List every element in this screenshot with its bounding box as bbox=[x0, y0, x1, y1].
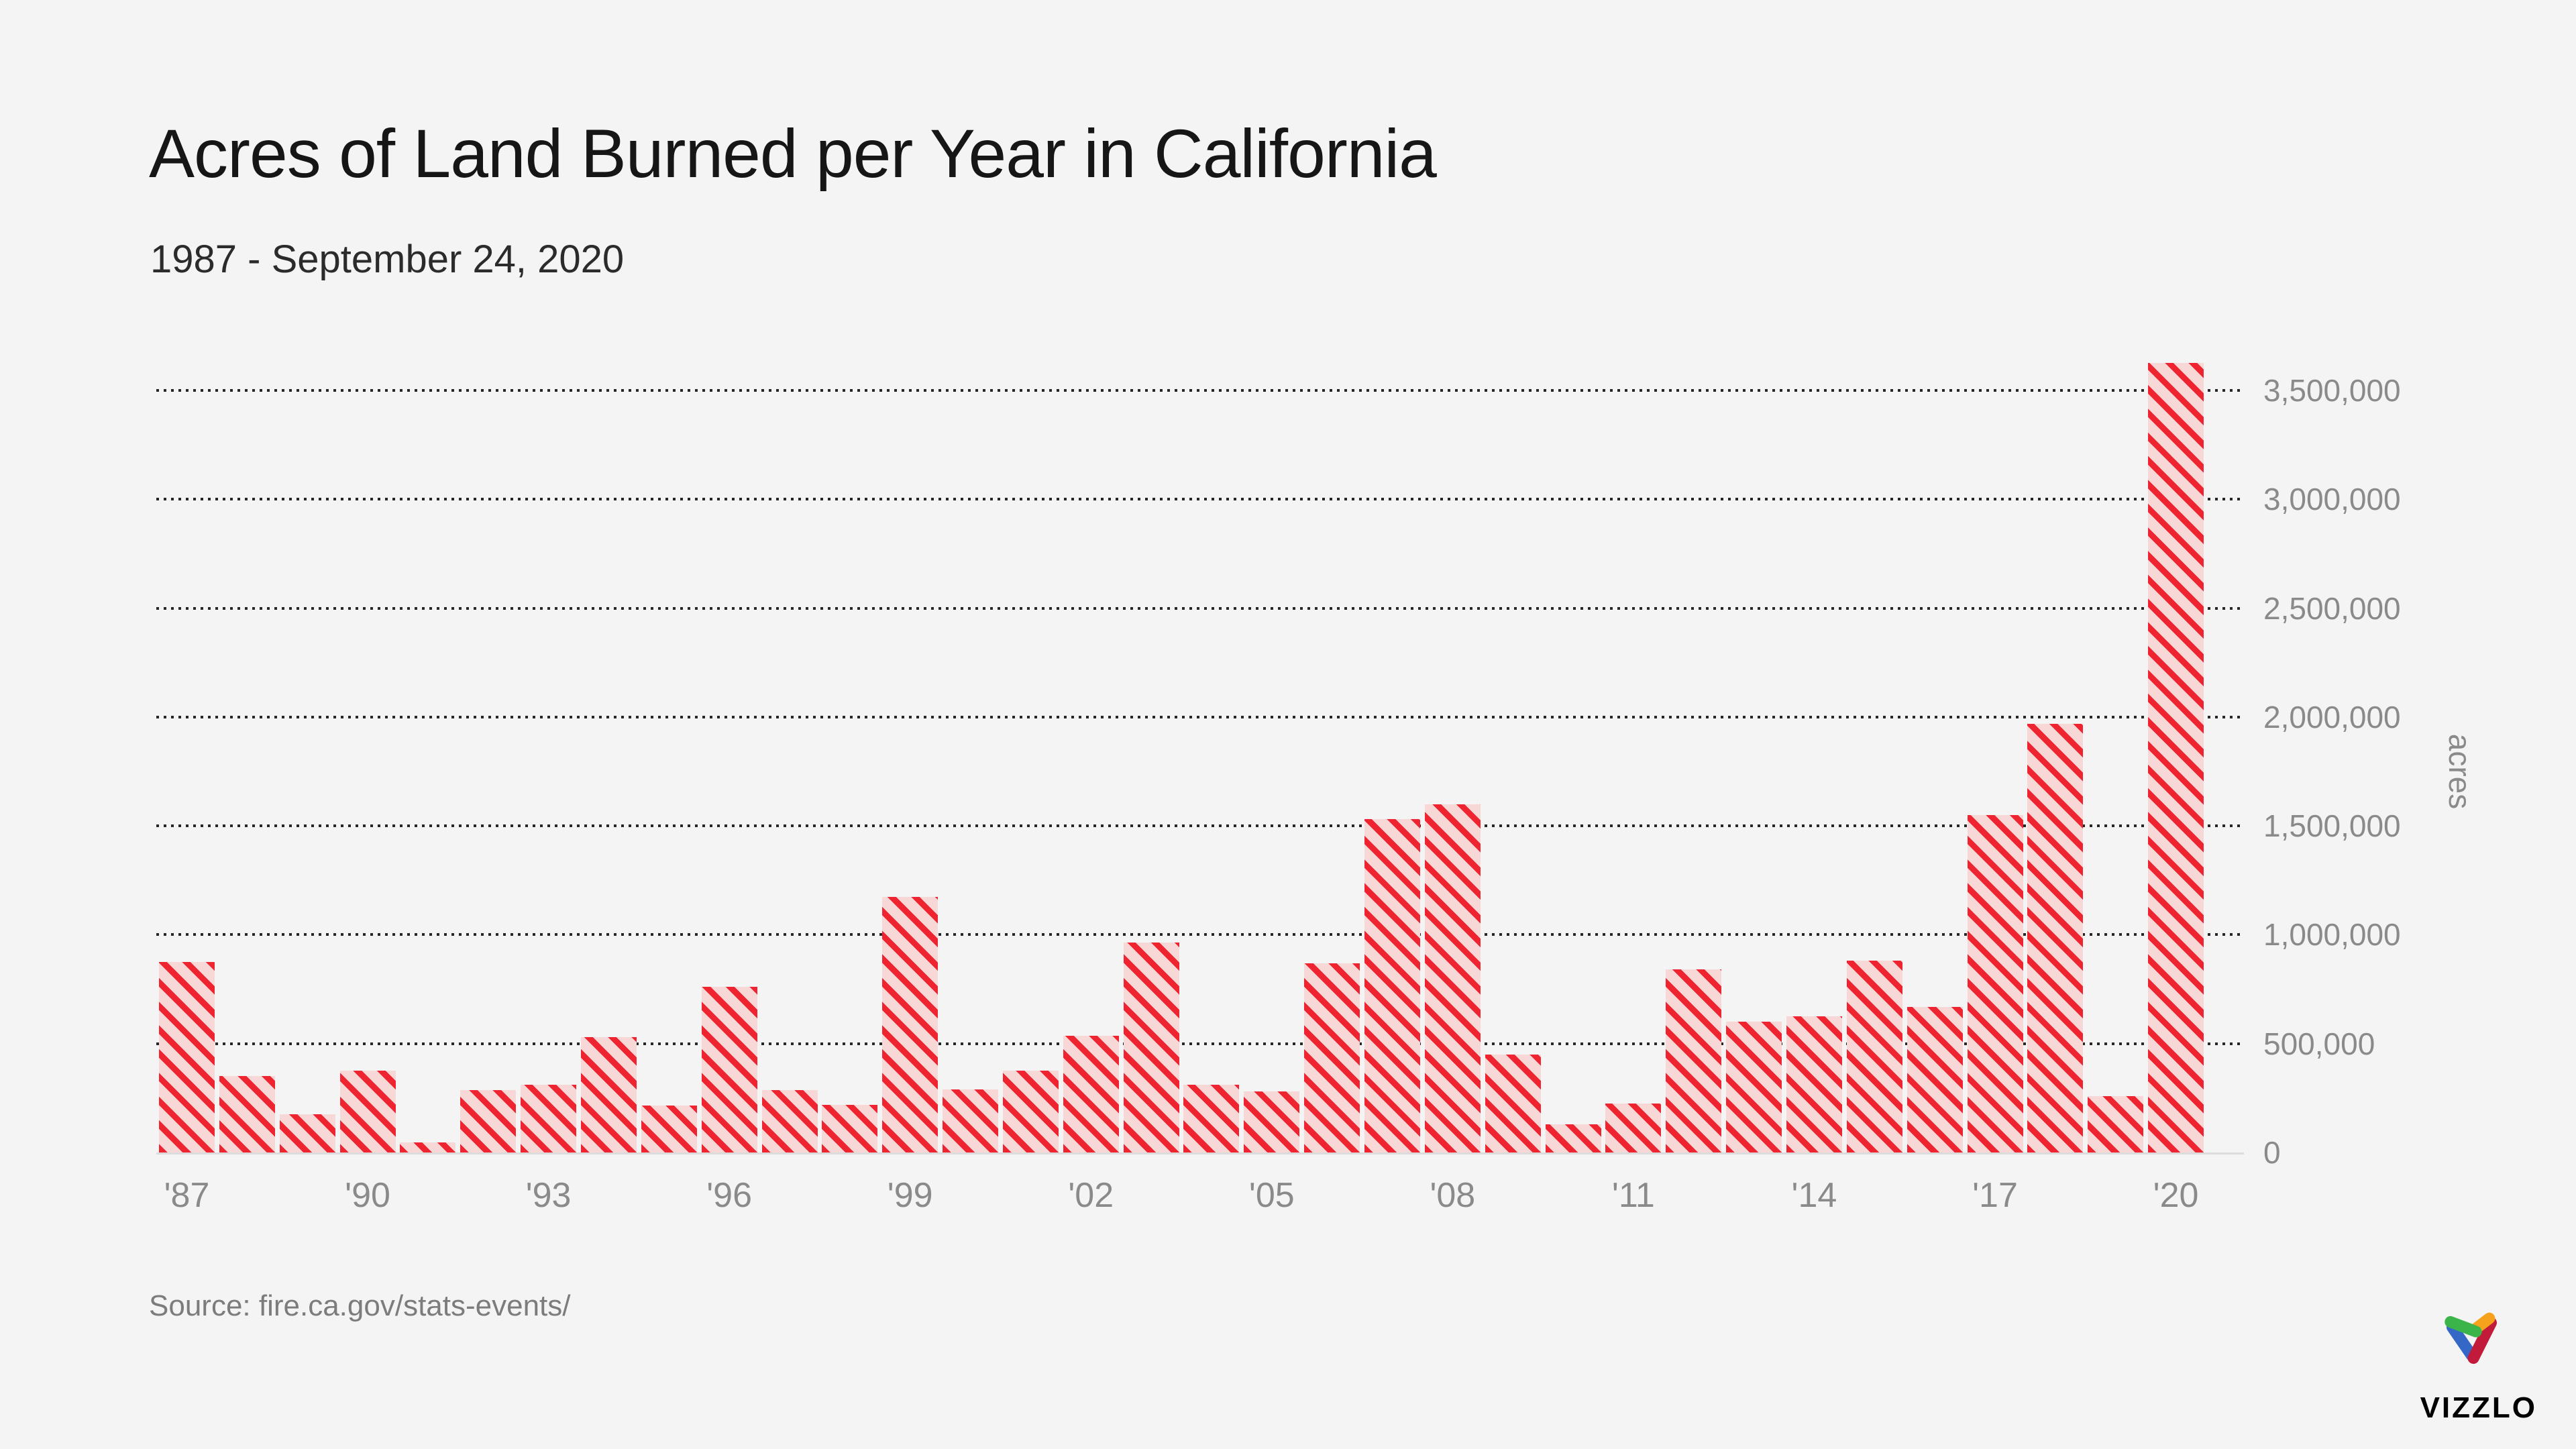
gridline-1000000 bbox=[156, 933, 2244, 936]
x-tick-2002: '02 bbox=[1068, 1176, 1114, 1215]
bar-2002[interactable] bbox=[1063, 1036, 1119, 1152]
bar-1994[interactable] bbox=[580, 1036, 637, 1152]
bar-1998[interactable] bbox=[822, 1104, 878, 1152]
y-axis-unit-label: acres bbox=[2443, 733, 2477, 810]
gridline-1500000 bbox=[156, 824, 2244, 828]
chart-title: Acres of Land Burned per Year in Califor… bbox=[149, 115, 1437, 192]
x-tick-2005: '05 bbox=[1248, 1176, 1295, 1215]
bar-1989[interactable] bbox=[279, 1114, 335, 1152]
bar-1995[interactable] bbox=[641, 1106, 697, 1152]
bar-1996[interactable] bbox=[701, 987, 757, 1152]
bar-2016[interactable] bbox=[1907, 1006, 1963, 1152]
x-tick-1999: '99 bbox=[887, 1176, 933, 1215]
x-tick-2008: '08 bbox=[1430, 1176, 1476, 1215]
bar-2013[interactable] bbox=[1726, 1022, 1782, 1152]
bar-2007[interactable] bbox=[1364, 819, 1420, 1152]
x-axis-line bbox=[156, 1152, 2244, 1155]
bar-2008[interactable] bbox=[1424, 804, 1481, 1152]
y-tick-0: 0 bbox=[2263, 1135, 2281, 1170]
x-tick-1987: '87 bbox=[164, 1176, 210, 1215]
x-tick-1990: '90 bbox=[345, 1176, 390, 1215]
y-tick-500000: 500,000 bbox=[2263, 1026, 2375, 1061]
bar-2010[interactable] bbox=[1545, 1124, 1601, 1152]
y-tick-3500000: 3,500,000 bbox=[2263, 373, 2401, 408]
bar-2005[interactable] bbox=[1244, 1091, 1300, 1152]
source-note: Source: fire.ca.gov/stats-events/ bbox=[149, 1289, 571, 1322]
bar-1992[interactable] bbox=[460, 1090, 517, 1152]
gridline-500000 bbox=[156, 1042, 2244, 1045]
y-tick-2500000: 2,500,000 bbox=[2263, 590, 2401, 626]
gridline-3000000 bbox=[156, 498, 2244, 501]
x-tick-2011: '11 bbox=[1611, 1176, 1655, 1215]
x-tick-1993: '93 bbox=[525, 1176, 572, 1215]
bar-2003[interactable] bbox=[1123, 942, 1179, 1152]
bar-2001[interactable] bbox=[1002, 1071, 1059, 1152]
gridline-2500000 bbox=[156, 606, 2244, 610]
y-tick-3000000: 3,000,000 bbox=[2263, 482, 2401, 517]
bar-2004[interactable] bbox=[1183, 1085, 1240, 1152]
bar-2006[interactable] bbox=[1304, 963, 1360, 1152]
x-tick-1996: '96 bbox=[706, 1176, 753, 1215]
bar-1988[interactable] bbox=[219, 1076, 275, 1152]
bar-2014[interactable] bbox=[1786, 1016, 1842, 1152]
y-tick-1500000: 1,500,000 bbox=[2263, 808, 2401, 844]
x-tick-2017: '17 bbox=[1972, 1176, 2018, 1215]
y-tick-2000000: 2,000,000 bbox=[2263, 699, 2401, 735]
y-tick-1000000: 1,000,000 bbox=[2263, 917, 2401, 953]
bar-2009[interactable] bbox=[1485, 1054, 1541, 1152]
bar-2015[interactable] bbox=[1846, 961, 1902, 1152]
vizzlo-wordmark: VIZZLO bbox=[2420, 1391, 2537, 1424]
bar-1987[interactable] bbox=[159, 962, 215, 1152]
bar-2012[interactable] bbox=[1666, 969, 1722, 1152]
gridline-2000000 bbox=[156, 715, 2244, 718]
bar-2020[interactable] bbox=[2148, 362, 2204, 1152]
vizzlo-logo[interactable]: VIZZLO bbox=[2420, 1312, 2537, 1425]
bar-2011[interactable] bbox=[1605, 1103, 1662, 1152]
bar-1993[interactable] bbox=[521, 1085, 577, 1152]
bar-1990[interactable] bbox=[339, 1071, 396, 1152]
x-tick-2020: '20 bbox=[2153, 1176, 2199, 1215]
bar-1999[interactable] bbox=[882, 896, 938, 1152]
vizzlo-logo-icon bbox=[2445, 1312, 2497, 1364]
bar-2017[interactable] bbox=[1967, 814, 2023, 1152]
chart-subtitle: 1987 - September 24, 2020 bbox=[150, 237, 625, 281]
bar-2000[interactable] bbox=[943, 1089, 999, 1152]
bar-1991[interactable] bbox=[400, 1142, 456, 1152]
bar-2018[interactable] bbox=[2027, 723, 2084, 1152]
bar-2019[interactable] bbox=[2088, 1095, 2144, 1152]
x-tick-2014: '14 bbox=[1791, 1176, 1837, 1215]
bar-1997[interactable] bbox=[761, 1090, 818, 1152]
gridline-3500000 bbox=[156, 389, 2244, 392]
